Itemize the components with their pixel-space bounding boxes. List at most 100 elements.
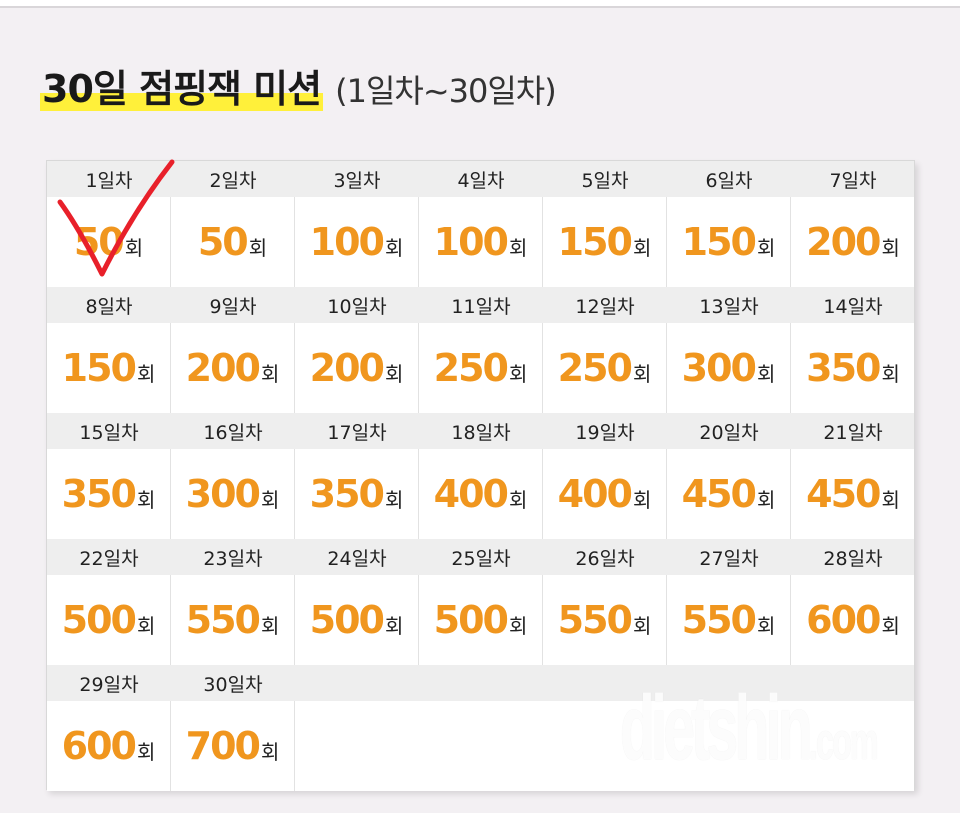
count-cell: 200 회 (791, 197, 915, 287)
count-cell: 700 회 (171, 701, 295, 791)
day-label: 22일차 (79, 547, 139, 570)
day-cell: 24일차 (295, 539, 419, 575)
count-unit: 회 (260, 740, 280, 764)
count-row: 600 회 700 회 (47, 701, 914, 791)
count-number: 350 (806, 346, 881, 390)
count-number: 300 (681, 346, 757, 390)
day-cell: 3일차 (295, 161, 419, 197)
count-unit: 회 (881, 488, 900, 512)
day-label: 29일차 (79, 673, 139, 696)
count-number: 550 (185, 598, 261, 642)
day-label: 25일차 (451, 547, 511, 570)
count-number: 500 (309, 598, 385, 642)
count-value: 550 회 (682, 598, 776, 642)
day-cell: 21일차 (791, 413, 915, 449)
day-label: 4일차 (457, 169, 505, 192)
count-number: 450 (806, 472, 881, 516)
count-value: 250 회 (434, 346, 528, 390)
count-cell: 400 회 (419, 449, 543, 539)
count-value: 200 회 (186, 346, 280, 390)
count-number: 450 (681, 472, 757, 516)
day-label-row: 8일차 9일차 10일차 11일차 12일차 13일차 14일차 (47, 287, 914, 323)
count-value: 100 회 (434, 220, 528, 264)
day-cell: 13일차 (667, 287, 791, 323)
count-unit: 회 (756, 488, 776, 512)
day-cell: 11일차 (419, 287, 543, 323)
count-row: 500 회 550 회 500 회 500 회 550 회 550 회 600 회 (47, 575, 914, 665)
day-cell: 25일차 (419, 539, 543, 575)
count-cell: 500 회 (47, 575, 171, 665)
page-title: 30일 점핑잭 미션 (1일차~30일차) (40, 58, 557, 118)
count-cell: 150 회 (667, 197, 791, 287)
count-value: 450 회 (682, 472, 776, 516)
count-value: 350 회 (62, 472, 156, 516)
day-label: 26일차 (575, 547, 635, 570)
count-value: 200 회 (806, 220, 900, 264)
count-cell: 200 회 (295, 323, 419, 413)
count-unit: 회 (756, 236, 776, 260)
count-unit: 회 (632, 488, 652, 512)
count-cell: 350 회 (47, 449, 171, 539)
day-cell: 26일차 (543, 539, 667, 575)
day-label: 19일차 (575, 421, 635, 444)
day-label: 24일차 (327, 547, 387, 570)
count-value: 400 회 (434, 472, 528, 516)
count-cell: 600 회 (791, 575, 915, 665)
day-label-row: 22일차 23일차 24일차 25일차 26일차 27일차 28일차 (47, 539, 914, 575)
day-cell: 5일차 (543, 161, 667, 197)
count-value: 100 회 (310, 220, 404, 264)
day-cell: 4일차 (419, 161, 543, 197)
day-label: 27일차 (699, 547, 759, 570)
day-cell: 19일차 (543, 413, 667, 449)
count-number: 350 (309, 472, 385, 516)
day-cell: 6일차 (667, 161, 791, 197)
count-unit: 회 (124, 236, 144, 260)
count-number: 350 (61, 472, 137, 516)
day-cell: 7일차 (791, 161, 915, 197)
day-cell: 16일차 (171, 413, 295, 449)
count-value: 200 회 (310, 346, 404, 390)
day-label: 7일차 (829, 169, 877, 192)
count-value: 50 회 (74, 220, 143, 264)
count-unit: 회 (260, 362, 280, 386)
count-row: 150 회 200 회 200 회 250 회 250 회 300 회 350 회 (47, 323, 914, 413)
count-value: 500 회 (62, 598, 156, 642)
count-unit: 회 (632, 362, 652, 386)
count-value: 350 회 (806, 346, 900, 390)
count-row: 350 회 300 회 350 회 400 회 400 회 450 회 450 회 (47, 449, 914, 539)
count-number: 150 (557, 220, 633, 264)
day-label: 14일차 (823, 295, 883, 318)
day-label: 28일차 (823, 547, 883, 570)
count-unit: 회 (260, 488, 280, 512)
count-unit: 회 (508, 362, 528, 386)
title-main: 30일 점핑잭 미션 (40, 58, 324, 113)
count-unit: 회 (508, 236, 528, 260)
count-number: 50 (73, 220, 125, 264)
count-value: 500 회 (434, 598, 528, 642)
count-cell: 250 회 (419, 323, 543, 413)
top-divider (0, 0, 960, 8)
day-cell: 9일차 (171, 287, 295, 323)
title-main-text: 30일 점핑잭 미션 (42, 67, 322, 111)
count-value: 600 회 (62, 724, 156, 768)
day-label: 17일차 (327, 421, 387, 444)
count-number: 50 (197, 220, 249, 264)
count-number: 550 (681, 598, 757, 642)
count-unit: 회 (632, 614, 652, 638)
watermark-logo: dietshin.com (620, 677, 879, 779)
count-number: 250 (557, 346, 633, 390)
count-number: 500 (61, 598, 137, 642)
count-cell: 100 회 (419, 197, 543, 287)
day-label: 2일차 (209, 169, 257, 192)
count-unit: 회 (756, 614, 776, 638)
count-cell: 500 회 (295, 575, 419, 665)
count-unit: 회 (756, 362, 776, 386)
day-cell: 30일차 (171, 665, 295, 701)
count-cell: 250 회 (543, 323, 667, 413)
count-value: 150 회 (558, 220, 652, 264)
count-cell: 350 회 (791, 323, 915, 413)
count-number: 100 (433, 220, 509, 264)
count-cell: 600 회 (47, 701, 171, 791)
day-cell: 8일차 (47, 287, 171, 323)
day-cell: 27일차 (667, 539, 791, 575)
